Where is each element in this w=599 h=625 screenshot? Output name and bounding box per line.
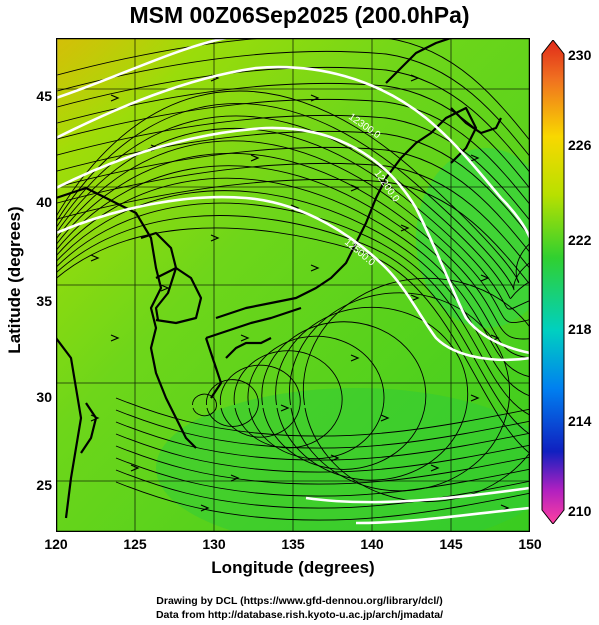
flow-arrowhead: [470, 154, 480, 162]
streamline: [115, 433, 530, 473]
streamline: [115, 469, 530, 509]
streamline: [56, 146, 530, 254]
y-tick-label: 25: [36, 477, 52, 493]
colorbar: [541, 40, 565, 524]
x-axis-label: Longitude (degrees): [211, 558, 375, 577]
colorbar-tick-label: 210: [568, 503, 592, 519]
flow-arrowhead: [350, 184, 360, 192]
streamline: [115, 481, 530, 521]
x-tick-label: 120: [44, 536, 68, 552]
streamline: [289, 292, 510, 492]
streamline: [56, 90, 530, 283]
flow-arrowhead: [480, 274, 490, 282]
flow-arrowhead: [90, 254, 100, 262]
flow-arrowhead: [130, 464, 140, 472]
y-tick-label: 45: [36, 88, 52, 104]
streamline: [115, 445, 530, 485]
colorbar-tick-label: 222: [568, 232, 592, 248]
streamline: [302, 277, 530, 502]
colorbar-tick-label: 230: [568, 47, 592, 63]
streamline: [56, 202, 530, 416]
x-tick-label: 140: [360, 536, 384, 552]
streamline: [56, 177, 530, 378]
warm-region: [56, 38, 246, 183]
streamline: [233, 350, 343, 449]
flow-arrowhead: [410, 294, 420, 302]
streamline: [56, 98, 530, 206]
flow-arrowhead: [310, 94, 320, 102]
x-tick-label: 135: [281, 536, 305, 552]
x-tick-label: 130: [202, 536, 226, 552]
streamline: [56, 162, 530, 270]
streamline: [115, 397, 530, 437]
streamline: [56, 227, 530, 454]
plot-frame: [56, 38, 530, 532]
streamline: [192, 393, 217, 417]
lat-lon-grid: [56, 38, 530, 532]
colorbar-tick-label: 226: [568, 137, 592, 153]
flow-arrowhead: [110, 94, 120, 102]
streamline: [56, 178, 530, 286]
flow-arrowhead: [250, 154, 260, 162]
flow-arrowhead: [310, 264, 320, 272]
flow-arrowhead: [210, 234, 220, 242]
flow-arrowhead: [400, 224, 410, 232]
x-tick-label: 150: [518, 536, 542, 552]
streamline: [261, 321, 427, 470]
streamline: [206, 379, 259, 427]
x-tick-label: 125: [123, 536, 147, 552]
streamline: [56, 215, 530, 435]
streamline: [115, 457, 530, 497]
flow-arrowhead: [90, 414, 100, 422]
map-plot: 12300.0 12200.0 12500.0: [56, 38, 530, 532]
y-tick-label: 35: [36, 293, 52, 309]
flow-arrowhead: [410, 74, 420, 82]
streamline: [247, 335, 385, 460]
coastlines: [56, 38, 502, 519]
flow-arrowhead: [230, 474, 240, 482]
height-contours: [56, 38, 530, 525]
streamline: [219, 364, 301, 438]
credit-data: Data from http://database.rish.kyoto-u.a…: [155, 609, 444, 621]
streamline: [56, 152, 530, 340]
flow-arrowhead: [430, 464, 440, 472]
flow-arrowhead: [380, 414, 390, 422]
streamline: [115, 409, 530, 449]
flow-arrowhead: [330, 454, 340, 462]
flow-arrowhead: [350, 354, 360, 362]
streamline: [56, 114, 530, 222]
flow-arrowhead: [160, 284, 170, 292]
flow-arrowhead: [240, 334, 250, 342]
flow-arrowhead: [200, 504, 210, 512]
colorbar-tick-label: 218: [568, 321, 592, 337]
streamline: [275, 306, 469, 481]
streamline: [56, 140, 530, 323]
map-title: MSM 00Z06Sep2025 (200.0hPa): [129, 2, 470, 28]
streamline: [56, 38, 530, 142]
flow-arrowhead: [290, 204, 300, 212]
streamlines: [56, 38, 530, 521]
y-tick-label: 40: [36, 194, 52, 210]
flow-arrowhead: [470, 394, 480, 402]
streamline: [115, 421, 530, 461]
flow-arrowhead: [110, 334, 120, 342]
credit-drawing: Drawing by DCL (https://www.gfd-dennou.o…: [156, 595, 443, 607]
y-tick-label: 30: [36, 389, 52, 405]
flow-arrowhead: [280, 404, 290, 412]
colorbar-tick-label: 214: [568, 413, 592, 429]
colorbar-fill: [541, 40, 565, 524]
x-tick-label: 145: [439, 536, 463, 552]
streamline: [56, 50, 530, 158]
y-axis-label: Latitude (degrees): [5, 206, 24, 354]
